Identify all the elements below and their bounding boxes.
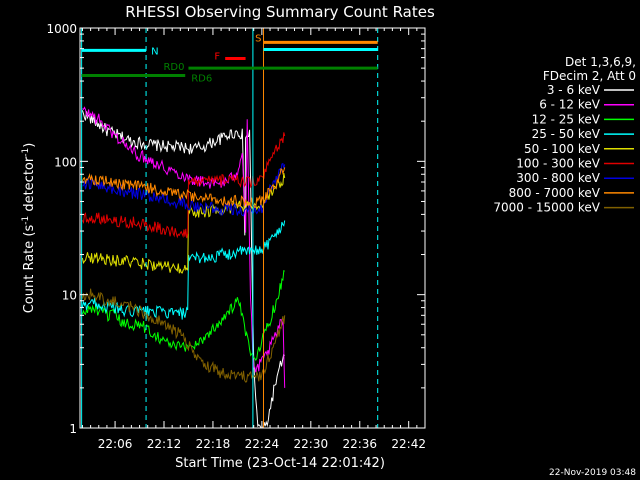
y-axis: 1 10 100 1000 bbox=[46, 22, 425, 436]
legend-label-4: 50 - 100 keV bbox=[524, 142, 601, 156]
chart-title: RHESSI Observing Summary Count Rates bbox=[125, 3, 435, 21]
series-line-0 bbox=[81, 110, 285, 429]
y-tick-label-0: 1 bbox=[69, 422, 77, 436]
x-tick-label-5: 22:36 bbox=[342, 437, 377, 451]
legend-label-1: 6 - 12 keV bbox=[539, 98, 601, 112]
legend-label-6: 300 - 800 keV bbox=[516, 171, 600, 185]
y-tick-label-3: 1000 bbox=[46, 22, 77, 36]
x-tick-label-1: 22:12 bbox=[147, 437, 182, 451]
flag-bars: N F S RD0 RD6 bbox=[81, 33, 378, 85]
x-tick-label-4: 22:30 bbox=[294, 437, 329, 451]
legend-label-3: 25 - 50 keV bbox=[532, 127, 601, 141]
legend-header-0: Det 1,3,6,9, bbox=[565, 55, 636, 69]
event-lines bbox=[81, 28, 379, 428]
x-axis: 22:06 22:12 22:18 22:24 22:30 22:36 22:42 bbox=[81, 28, 426, 451]
legend-label-0: 3 - 6 keV bbox=[547, 83, 601, 97]
flag-label-5: RD6 bbox=[191, 74, 212, 85]
flag-label-4: RD0 bbox=[163, 62, 184, 73]
series-line-6 bbox=[82, 162, 286, 217]
x-axis-label: Start Time (23-Oct-14 22:01:42) bbox=[175, 456, 385, 471]
series-line-8 bbox=[81, 288, 286, 383]
legend-label-2: 12 - 25 keV bbox=[532, 112, 601, 126]
series-line-2 bbox=[81, 270, 285, 362]
y-axis-label-exp: -1 bbox=[21, 216, 31, 225]
legend-label-5: 100 - 300 keV bbox=[516, 157, 600, 171]
y-axis-label-close: ) bbox=[22, 143, 37, 148]
y-axis-label-exp2: -1 bbox=[21, 148, 31, 157]
x-tick-label-3: 22:24 bbox=[245, 437, 280, 451]
flag-label-2: S bbox=[255, 33, 261, 44]
x-tick-label-2: 22:18 bbox=[196, 437, 231, 451]
y-tick-label-2: 100 bbox=[54, 155, 77, 169]
legend-label-7: 800 - 7000 keV bbox=[509, 186, 601, 200]
series-layer bbox=[81, 106, 286, 429]
legend-label-8: 7000 - 15000 keV bbox=[493, 201, 600, 215]
y-tick-label-1: 10 bbox=[62, 289, 77, 303]
y-axis-label-main: Count Rate (s bbox=[22, 225, 37, 314]
series-line-4 bbox=[81, 173, 286, 274]
x-tick-label-6: 22:42 bbox=[391, 437, 426, 451]
flag-label-1: F bbox=[214, 52, 220, 63]
legend-header-1: FDecim 2, Att 0 bbox=[543, 69, 636, 83]
series-line-7 bbox=[81, 167, 286, 208]
plot-area: N F S RD0 RD6 bbox=[79, 27, 426, 429]
plot-frame bbox=[79, 27, 426, 429]
y-axis-label: Count Rate (s-1 detector-1) bbox=[21, 143, 37, 314]
series-line-5 bbox=[81, 132, 286, 239]
flag-label-0: N bbox=[151, 46, 158, 57]
footer-date: 22-Nov-2019 03:48 bbox=[549, 468, 636, 478]
y-axis-label-rest: detector bbox=[22, 156, 37, 216]
series-line-1 bbox=[82, 106, 286, 388]
x-tick-label-0: 22:06 bbox=[98, 437, 133, 451]
